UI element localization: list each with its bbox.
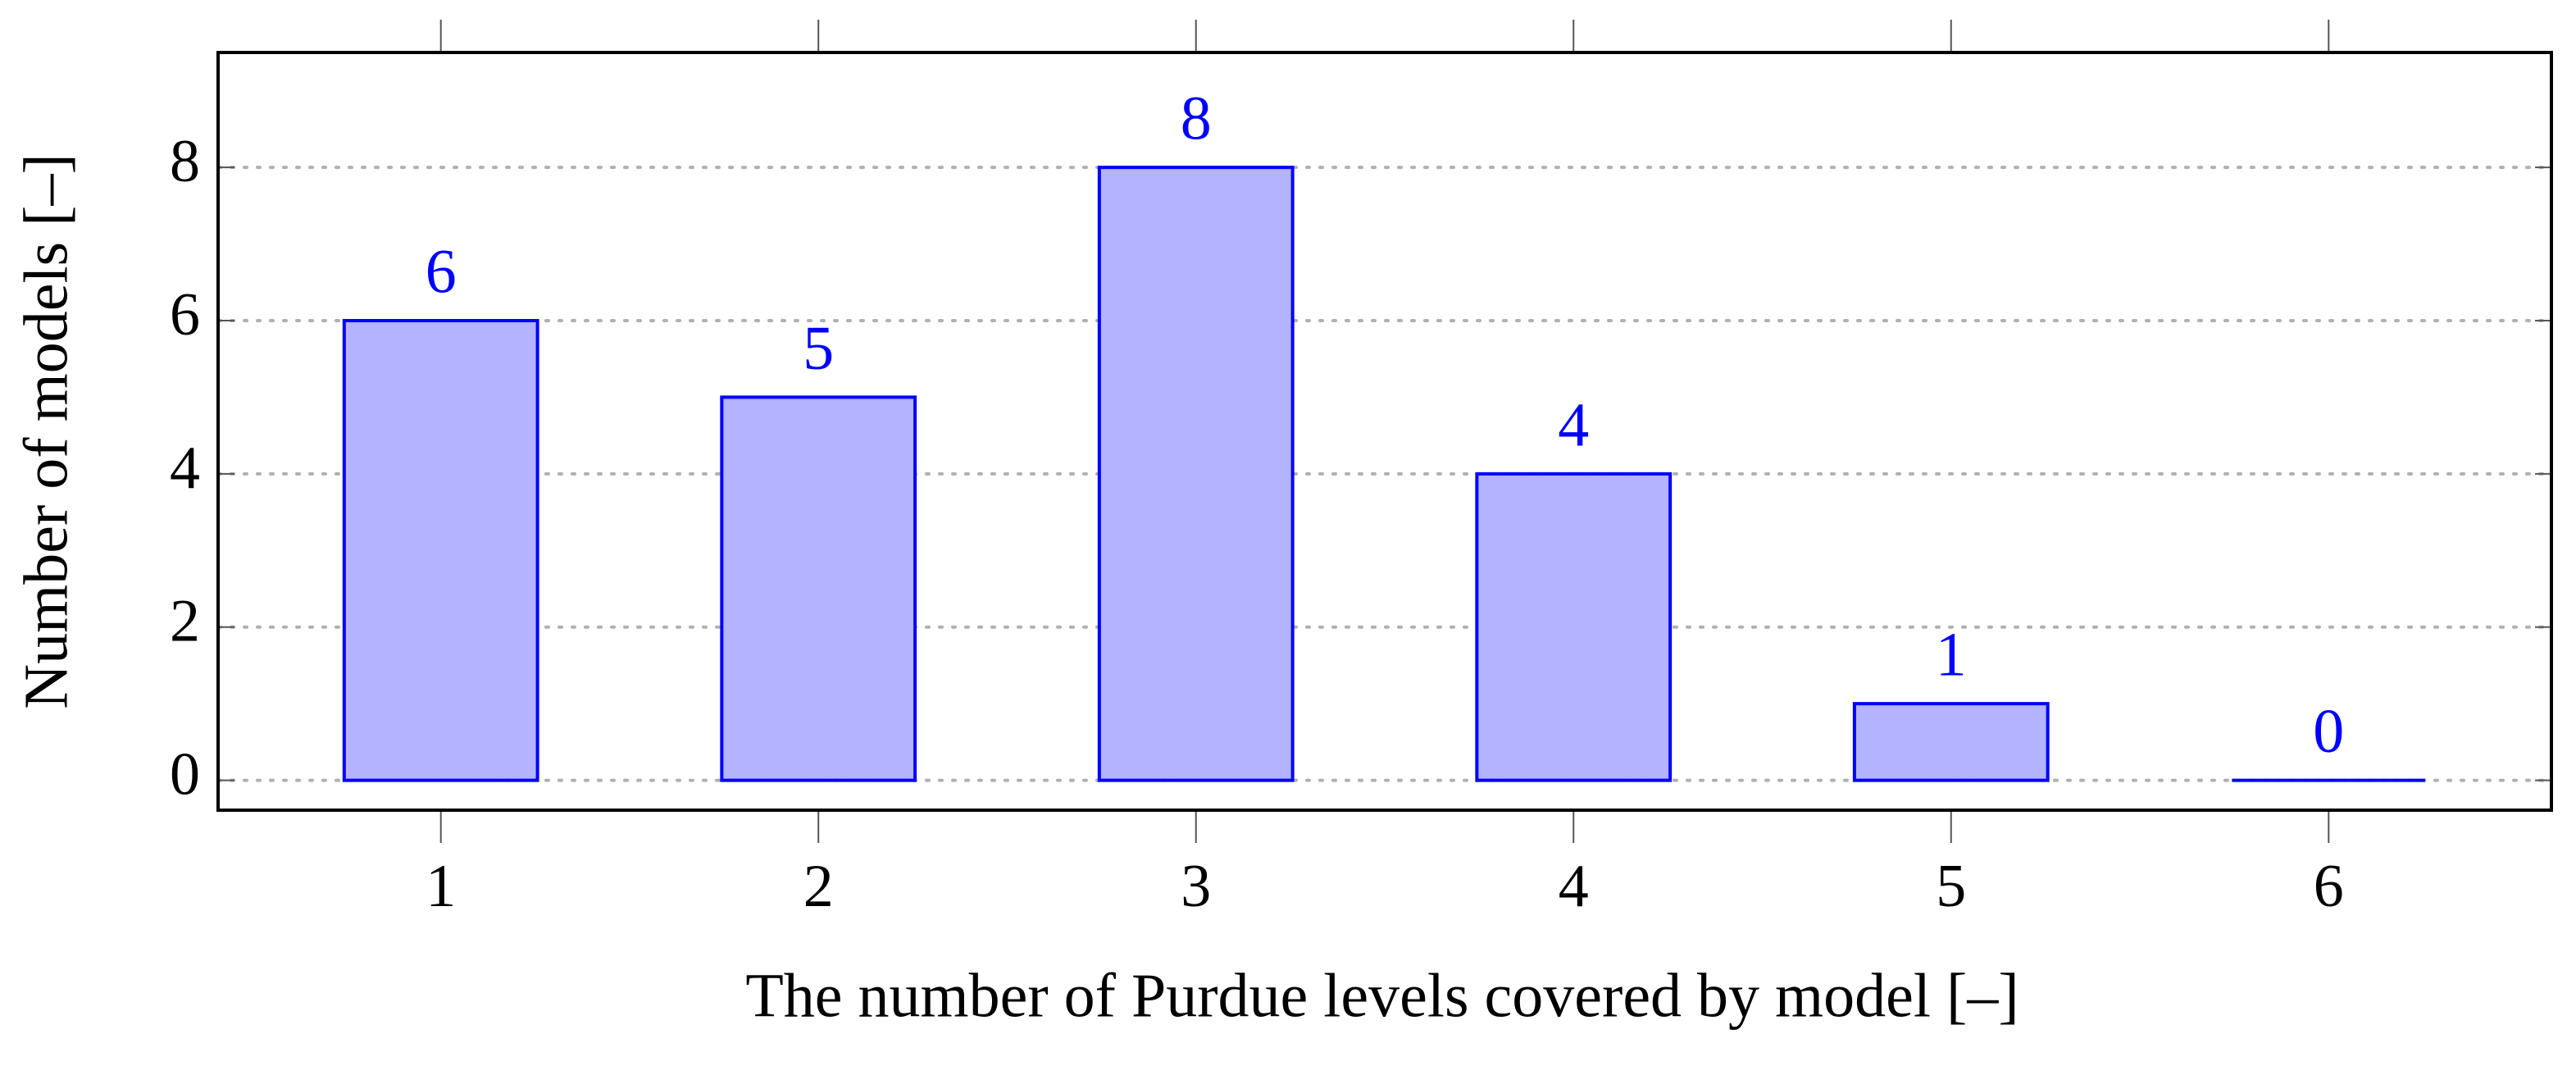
x-tick-label: 1 — [426, 853, 456, 920]
x-tick-label: 3 — [1181, 853, 1211, 920]
data-label: 8 — [1181, 84, 1212, 153]
x-tick-label: 2 — [803, 853, 834, 920]
x-axis-label: The number of Purdue levels covered by m… — [745, 961, 2018, 1030]
data-label: 1 — [1936, 621, 1967, 690]
y-tick-label: 0 — [170, 741, 200, 809]
plot-frame — [216, 51, 2553, 812]
x-tick-label: 6 — [2314, 853, 2344, 920]
x-tick-label: 5 — [1936, 853, 1966, 920]
data-label: 5 — [803, 314, 834, 383]
y-tick-label: 2 — [170, 588, 200, 655]
y-axis-label: Number of models [–] — [11, 153, 80, 709]
data-label: 6 — [426, 237, 457, 306]
bar — [342, 318, 539, 782]
bar — [720, 395, 917, 782]
y-tick-label: 8 — [170, 128, 200, 195]
data-label: 0 — [2313, 697, 2344, 766]
x-tick-label: 4 — [1559, 853, 1589, 920]
data-label: 4 — [1558, 390, 1589, 459]
bar — [1852, 702, 2050, 782]
y-tick-label: 4 — [170, 435, 200, 502]
y-tick-label: 6 — [170, 281, 200, 348]
bar — [1475, 472, 1673, 782]
bar — [1097, 166, 1295, 782]
